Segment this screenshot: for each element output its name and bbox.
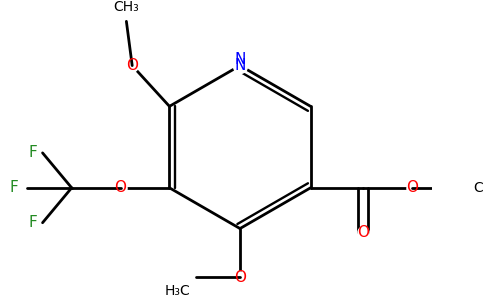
Text: F: F (29, 146, 38, 160)
Text: F: F (9, 180, 18, 195)
Text: O: O (126, 58, 138, 73)
Text: H₃C: H₃C (164, 284, 190, 298)
Text: N: N (234, 58, 246, 73)
Text: O: O (357, 224, 369, 239)
Text: F: F (29, 215, 38, 230)
Text: O: O (406, 180, 418, 195)
Text: CH₃: CH₃ (473, 181, 484, 195)
Text: CH₃: CH₃ (114, 0, 139, 14)
Text: O: O (234, 270, 246, 285)
Text: N: N (234, 52, 246, 67)
Text: O: O (115, 180, 126, 195)
